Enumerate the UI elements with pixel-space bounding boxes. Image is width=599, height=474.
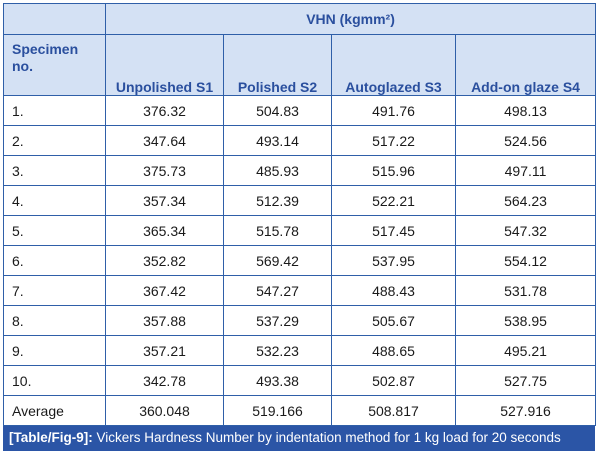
row-label-cell: 9. — [3, 335, 106, 366]
row-label-cell: 6. — [3, 245, 106, 276]
column-header-specimen-line1: Specimen — [12, 41, 79, 57]
table-body: 1. 376.32 504.83 491.76 498.13 2. 347.64 493.14… — [3, 95, 597, 426]
value-cell: 505.67 — [331, 305, 456, 336]
value-cell: 538.95 — [454, 305, 597, 336]
caption-text: Vickers Hardness Number by indentation m… — [92, 430, 561, 445]
value-cell: 488.43 — [331, 275, 456, 306]
value-cell: 554.12 — [454, 245, 597, 276]
value-cell: 357.21 — [105, 335, 224, 366]
value-cell: 508.817 — [331, 395, 456, 426]
value-cell: 564.23 — [454, 185, 597, 216]
table-caption: [Table/Fig-9]: Vickers Hardness Number b… — [3, 426, 595, 451]
value-cell: 347.64 — [105, 125, 224, 156]
value-cell: 491.76 — [331, 95, 456, 126]
table-row: 7. 367.42 547.27 488.43 531.78 — [3, 275, 597, 306]
value-cell: 515.78 — [223, 215, 332, 246]
value-cell: 515.96 — [331, 155, 456, 186]
value-cell: 502.87 — [331, 365, 456, 396]
value-cell: 375.73 — [105, 155, 224, 186]
column-header-polished: Polished S2 — [223, 34, 332, 96]
table-title-row: VHN (kgmm²) — [3, 3, 597, 35]
table-row: 5. 365.34 515.78 517.45 547.32 — [3, 215, 597, 246]
table-row: Average 360.048 519.166 508.817 527.916 — [3, 395, 597, 426]
value-cell: 517.45 — [331, 215, 456, 246]
table-row: 8. 357.88 537.29 505.67 538.95 — [3, 305, 597, 336]
value-cell: 537.29 — [223, 305, 332, 336]
value-cell: 493.14 — [223, 125, 332, 156]
caption-label: [Table/Fig-9]: — [9, 430, 93, 445]
value-cell: 352.82 — [105, 245, 224, 276]
value-cell: 493.38 — [223, 365, 332, 396]
row-label-cell: Average — [3, 395, 106, 426]
value-cell: 504.83 — [223, 95, 332, 126]
table-title: VHN (kgmm²) — [104, 3, 597, 35]
value-cell: 367.42 — [105, 275, 224, 306]
table-row: 10. 342.78 493.38 502.87 527.75 — [3, 365, 597, 396]
value-cell: 532.23 — [223, 335, 332, 366]
table-header-row: Specimen no. Unpolished S1 Polished S2 A… — [3, 34, 597, 96]
value-cell: 360.048 — [105, 395, 224, 426]
value-cell: 531.78 — [454, 275, 597, 306]
value-cell: 527.916 — [454, 395, 597, 426]
column-header-unpolished: Unpolished S1 — [105, 34, 224, 96]
value-cell: 547.32 — [454, 215, 597, 246]
value-cell: 512.39 — [223, 185, 332, 216]
row-label-cell: 2. — [3, 125, 106, 156]
value-cell: 527.75 — [454, 365, 597, 396]
vhn-table: VHN (kgmm²) Specimen no. Unpolished S1 P… — [3, 3, 597, 426]
row-label-cell: 3. — [3, 155, 106, 186]
value-cell: 519.166 — [223, 395, 332, 426]
value-cell: 569.42 — [223, 245, 332, 276]
value-cell: 497.11 — [454, 155, 597, 186]
row-label-cell: 1. — [3, 95, 106, 126]
table-row: 3. 375.73 485.93 515.96 497.11 — [3, 155, 597, 186]
value-cell: 485.93 — [223, 155, 332, 186]
row-label-cell: 5. — [3, 215, 106, 246]
value-cell: 498.13 — [454, 95, 597, 126]
row-label-cell: 7. — [3, 275, 106, 306]
value-cell: 524.56 — [454, 125, 597, 156]
table-row: 4. 357.34 512.39 522.21 564.23 — [3, 185, 597, 216]
value-cell: 342.78 — [105, 365, 224, 396]
column-header-specimen: Specimen no. — [3, 34, 106, 96]
column-header-addon-glaze: Add-on glaze S4 — [454, 34, 597, 96]
table-row: 1. 376.32 504.83 491.76 498.13 — [3, 95, 597, 126]
row-label-cell: 8. — [3, 305, 106, 336]
value-cell: 357.34 — [105, 185, 224, 216]
row-label-cell: 4. — [3, 185, 106, 216]
value-cell: 376.32 — [105, 95, 224, 126]
row-label-cell: 10. — [3, 365, 106, 396]
value-cell: 537.95 — [331, 245, 456, 276]
table-figure: VHN (kgmm²) Specimen no. Unpolished S1 P… — [3, 3, 597, 451]
column-header-specimen-line2: no. — [12, 58, 33, 74]
value-cell: 365.34 — [105, 215, 224, 246]
table-row: 9. 357.21 532.23 488.65 495.21 — [3, 335, 597, 366]
table-row: 6. 352.82 569.42 537.95 554.12 — [3, 245, 597, 276]
value-cell: 488.65 — [331, 335, 456, 366]
value-cell: 547.27 — [223, 275, 332, 306]
table-row: 2. 347.64 493.14 517.22 524.56 — [3, 125, 597, 156]
value-cell: 357.88 — [105, 305, 224, 336]
value-cell: 517.22 — [331, 125, 456, 156]
column-header-autoglazed: Autoglazed S3 — [331, 34, 456, 96]
value-cell: 522.21 — [331, 185, 456, 216]
value-cell: 495.21 — [454, 335, 597, 366]
